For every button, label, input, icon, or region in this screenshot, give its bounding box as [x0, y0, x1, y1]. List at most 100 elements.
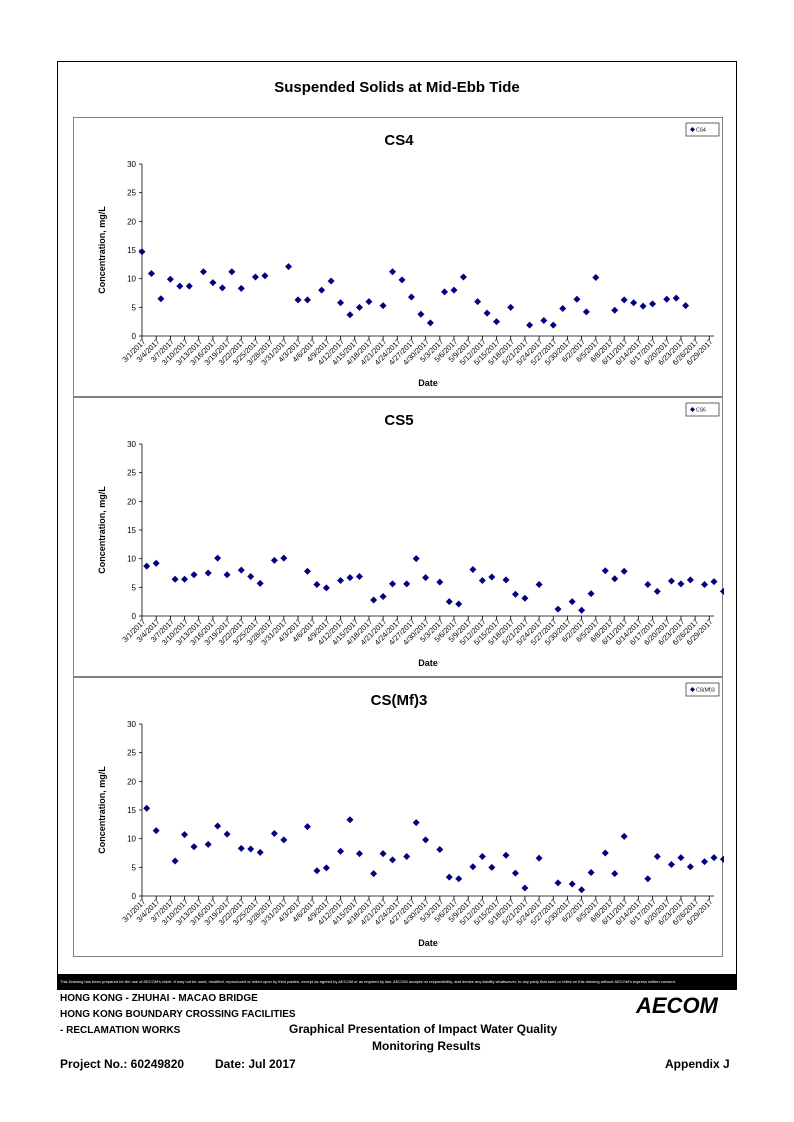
data-point	[653, 587, 661, 595]
data-point	[521, 594, 529, 602]
data-point	[218, 284, 226, 292]
project-line-2: HONG KONG BOUNDARY CROSSING FACILITIES	[60, 1009, 296, 1020]
legend-marker	[690, 407, 695, 412]
data-point	[303, 823, 311, 831]
data-point	[526, 321, 534, 329]
data-point	[313, 867, 321, 875]
data-point	[280, 554, 288, 562]
data-point	[166, 275, 174, 283]
data-point	[587, 868, 595, 876]
data-point	[630, 299, 638, 307]
data-point	[190, 843, 198, 851]
data-point	[601, 567, 609, 575]
data-point	[417, 310, 425, 318]
data-point	[445, 873, 453, 881]
data-point	[389, 268, 397, 276]
data-point	[478, 852, 486, 860]
report-frame: Suspended Solids at Mid-Ebb Tide CS4 CS4 0…	[57, 61, 737, 990]
data-point	[426, 319, 434, 327]
data-point	[412, 819, 420, 827]
data-point	[214, 822, 222, 830]
y-tick-label: 20	[127, 217, 136, 226]
data-point	[620, 832, 628, 840]
data-point	[667, 577, 675, 585]
data-point	[152, 559, 160, 567]
data-point	[138, 248, 146, 256]
data-point	[176, 282, 184, 290]
y-tick-label: 20	[127, 777, 136, 786]
data-point	[318, 286, 326, 294]
data-point	[436, 846, 444, 854]
data-point	[587, 590, 595, 598]
x-axis-label: Date	[418, 658, 438, 668]
chart-cs4: CS4 CS4 0 5 10 15 20 25 30 3/1/2017 3/4/2017 3/7/20…	[73, 117, 723, 397]
data-point	[474, 298, 482, 306]
y-tick-label: 25	[127, 469, 136, 478]
data-point	[199, 268, 207, 276]
data-point	[682, 302, 690, 310]
data-point	[346, 311, 354, 319]
data-point	[403, 852, 411, 860]
data-point	[573, 295, 581, 303]
data-point	[322, 584, 330, 592]
y-tick-label: 10	[127, 555, 136, 564]
data-point	[502, 851, 510, 859]
data-point	[223, 830, 231, 838]
legend-marker	[690, 127, 695, 132]
data-point	[511, 590, 519, 598]
data-point	[469, 863, 477, 871]
data-point	[422, 574, 430, 582]
data-point	[554, 879, 562, 887]
project-line-3: - RECLAMATION WORKS	[60, 1025, 181, 1036]
data-point	[441, 288, 449, 296]
y-tick-label: 15	[127, 806, 136, 815]
chart-cs5-plot: CS5CS60510152025303/1/20173/4/20173/7/20…	[97, 402, 724, 668]
data-point	[436, 578, 444, 586]
data-point	[370, 596, 378, 604]
data-point	[540, 317, 548, 325]
data-point	[190, 571, 198, 579]
data-point	[256, 579, 264, 587]
y-tick-label: 15	[127, 246, 136, 255]
data-point	[389, 580, 397, 588]
data-point	[237, 844, 245, 852]
data-point	[701, 580, 709, 588]
x-axis-label: Date	[418, 378, 438, 388]
data-point	[422, 836, 430, 844]
data-point	[554, 605, 562, 613]
data-point	[370, 870, 378, 878]
data-point	[337, 299, 345, 307]
data-point	[663, 295, 671, 303]
data-point	[355, 303, 363, 311]
data-point	[379, 593, 387, 601]
data-point	[502, 576, 510, 584]
chart-title: CS5	[384, 412, 413, 429]
y-tick-label: 25	[127, 189, 136, 198]
data-point	[313, 580, 321, 588]
data-point	[379, 302, 387, 310]
data-point	[488, 573, 496, 581]
data-point	[701, 858, 709, 866]
data-point	[209, 279, 217, 287]
data-point	[322, 864, 330, 872]
data-point	[280, 836, 288, 844]
data-point	[719, 855, 724, 863]
y-tick-label: 30	[127, 440, 136, 449]
data-point	[488, 863, 496, 871]
data-point	[710, 578, 718, 586]
y-tick-label: 5	[132, 863, 137, 872]
y-axis-label: Concentration, mg/L	[97, 486, 107, 574]
data-point	[228, 268, 236, 276]
data-point	[171, 857, 179, 865]
data-point	[247, 845, 255, 853]
data-point	[459, 273, 467, 281]
y-tick-label: 10	[127, 275, 136, 284]
data-point	[407, 293, 415, 301]
y-tick-label: 0	[132, 332, 137, 341]
data-point	[251, 273, 259, 281]
page-title: Suspended Solids at Mid-Ebb Tide	[274, 79, 520, 96]
drawing-title-line-1: Graphical Presentation of Impact Water Q…	[289, 1022, 558, 1036]
data-point	[559, 304, 567, 312]
data-point	[710, 854, 718, 862]
y-tick-label: 10	[127, 835, 136, 844]
